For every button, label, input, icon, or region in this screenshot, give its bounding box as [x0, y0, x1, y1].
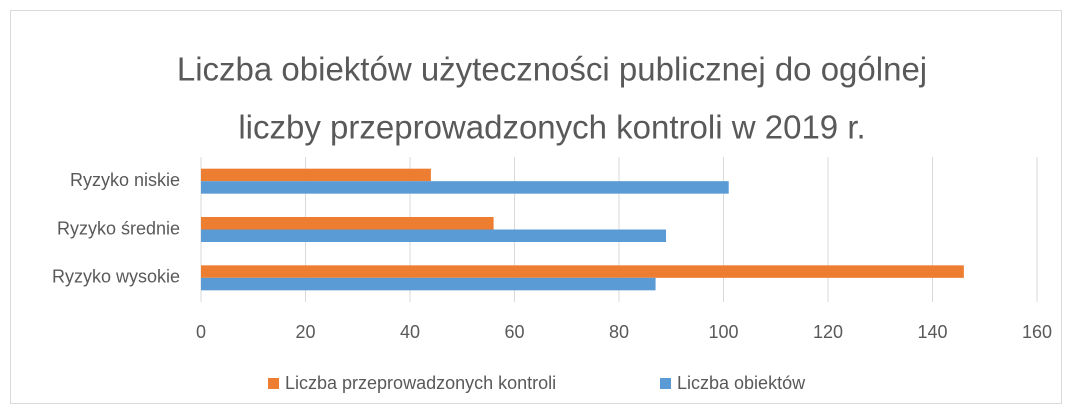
bar [201, 168, 431, 182]
chart-frame [10, 10, 1062, 404]
bar [201, 265, 964, 278]
x-tick-label: 40 [400, 322, 420, 342]
x-tick-label: 60 [504, 322, 524, 342]
y-tick-label: Ryzyko niskie [70, 170, 180, 190]
x-tick-label: 140 [917, 322, 947, 342]
bar [201, 229, 667, 242]
bar [201, 181, 729, 194]
x-tick-label: 160 [1022, 322, 1052, 342]
bar [201, 277, 656, 291]
legend-swatch [660, 378, 671, 389]
legend-label: Liczba obiektów [677, 373, 806, 393]
chart-title: liczby przeprowadzonych kontroli w 2019 … [238, 109, 865, 146]
x-tick-label: 0 [196, 322, 206, 342]
chart-title: Liczba obiektów użyteczności publicznej … [177, 51, 927, 88]
x-tick-label: 20 [295, 322, 315, 342]
y-tick-label: Ryzyko średnie [57, 218, 180, 238]
x-tick-label: 120 [813, 322, 843, 342]
legend-label: Liczba przeprowadzonych kontroli [285, 373, 556, 393]
x-tick-label: 100 [708, 322, 738, 342]
legend-swatch [268, 378, 279, 389]
bar [201, 217, 494, 230]
x-tick-label: 80 [609, 322, 629, 342]
y-tick-label: Ryzyko wysokie [52, 267, 180, 287]
